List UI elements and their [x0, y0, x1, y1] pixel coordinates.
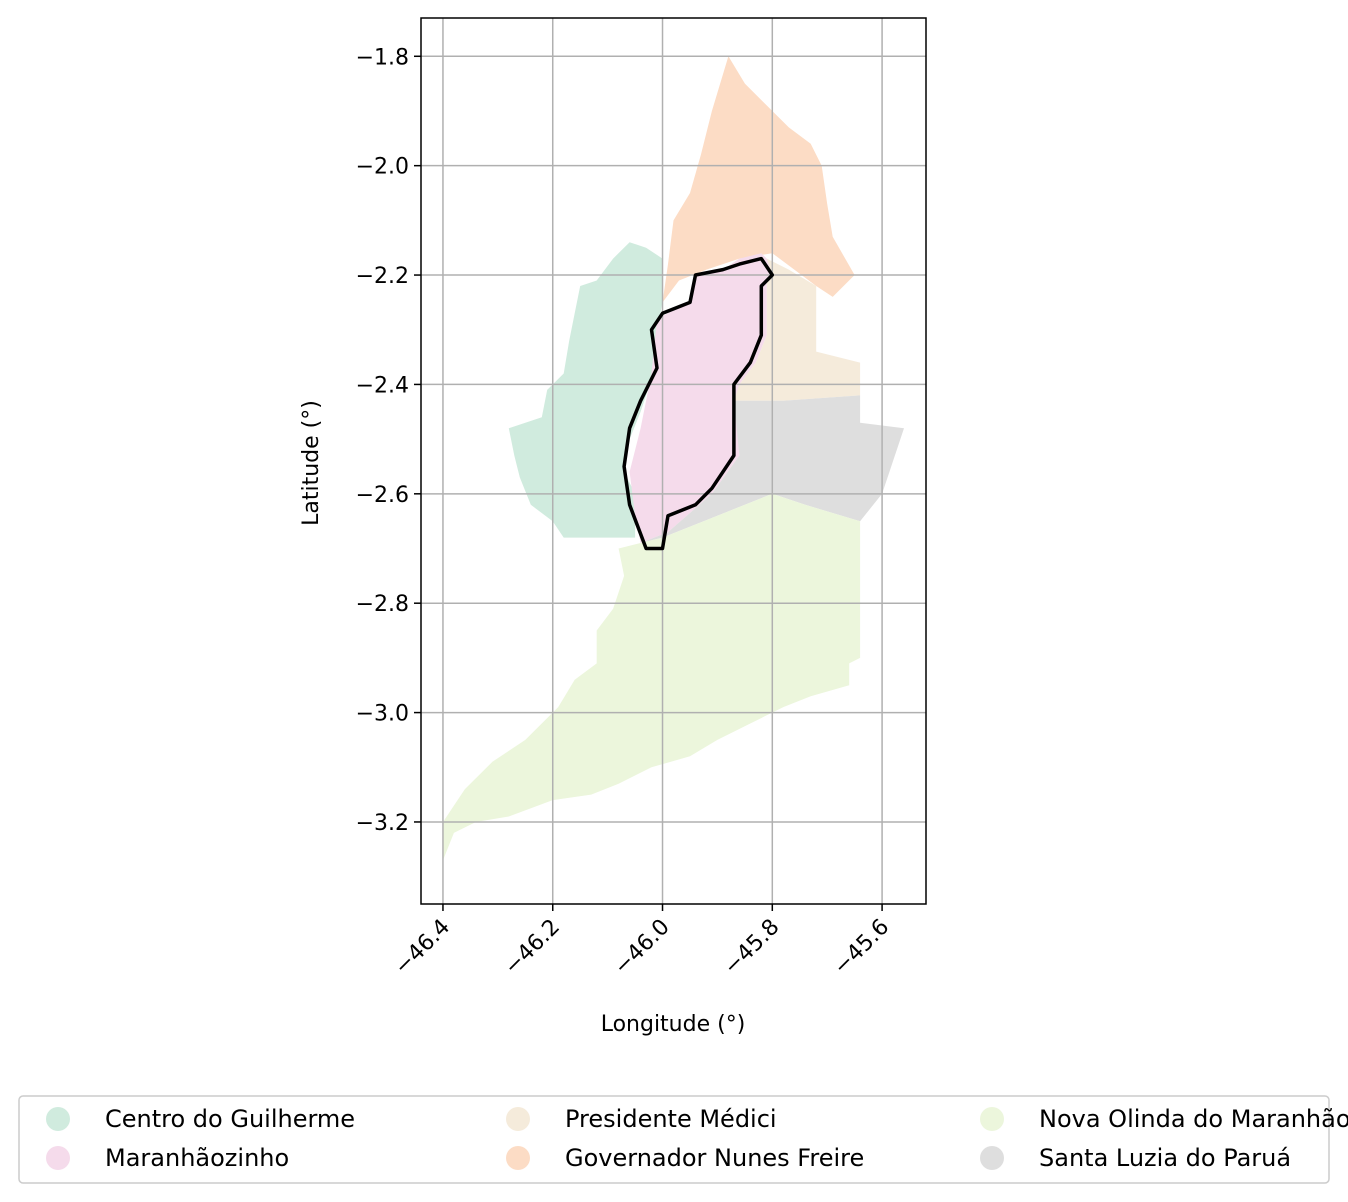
axes-frame	[420, 17, 927, 905]
y-tick-label: −2.4	[356, 373, 409, 398]
x-tick-label: −45.8	[719, 915, 784, 980]
y-tick-label: −2.2	[356, 264, 409, 289]
legend-label: Presidente Médici	[565, 1105, 777, 1133]
legend-item-santa-luzia-do-parua: Santa Luzia do Paruá	[980, 1144, 1291, 1172]
legend-marker	[46, 1146, 70, 1170]
legend-item-centro-do-guilherme: Centro do Guilherme	[46, 1105, 355, 1133]
legend-marker	[506, 1107, 530, 1131]
legend-item-nova-olinda-do-maranhao: Nova Olinda do Maranhão	[980, 1105, 1348, 1133]
legend-item-maranhaozinho: Maranhãozinho	[46, 1144, 289, 1172]
x-axis-title: Longitude (°)	[601, 1012, 746, 1037]
x-axis-ticks: −46.4 −46.2 −46.0 −45.8 −45.6	[390, 904, 894, 980]
y-tick-label: −3.0	[356, 702, 409, 727]
legend-marker	[506, 1146, 530, 1170]
y-tick-label: −3.2	[356, 811, 409, 836]
x-tick-label: −46.2	[500, 915, 565, 980]
highlight-outline	[622, 256, 775, 551]
region-maranhaozinho	[629, 253, 778, 543]
regions-layer	[443, 56, 904, 861]
legend-label: Santa Luzia do Paruá	[1039, 1144, 1291, 1172]
legend-label: Nova Olinda do Maranhão	[1039, 1105, 1348, 1133]
legend: Centro do Guilherme Maranhãozinho Presiden…	[18, 1095, 1348, 1184]
x-tick-label: −46.0	[609, 915, 674, 980]
legend-marker	[980, 1146, 1004, 1170]
legend-label: Centro do Guilherme	[105, 1105, 355, 1133]
grid-lines	[421, 18, 926, 904]
y-axis-ticks: −1.8 −2.0 −2.2 −2.4 −2.6 −2.8 −3.0 −3.2	[356, 45, 421, 836]
region-governador-nunes-freire	[662, 56, 855, 303]
legend-item-presidente-medici: Presidente Médici	[506, 1105, 777, 1133]
legend-items: Centro do Guilherme Maranhãozinho Presiden…	[46, 1105, 1348, 1172]
y-tick-label: −1.8	[356, 45, 409, 70]
x-tick-label: −45.6	[829, 915, 894, 980]
y-tick-label: −2.0	[356, 155, 409, 180]
region-presidente-medici	[733, 258, 861, 401]
legend-marker	[980, 1107, 1004, 1131]
y-tick-label: −2.8	[356, 592, 409, 617]
legend-item-governador-nunes-freire: Governador Nunes Freire	[506, 1144, 864, 1172]
region-nova-olinda-do-maranhao	[443, 493, 861, 861]
y-tick-label: −2.6	[356, 483, 409, 508]
legend-marker	[46, 1107, 70, 1131]
y-axis-title: Latitude (°)	[299, 400, 324, 526]
x-tick-label: −46.4	[390, 915, 455, 980]
highlight-outline-layer	[622, 256, 775, 551]
legend-label: Maranhãozinho	[105, 1144, 289, 1172]
legend-label: Governador Nunes Freire	[565, 1144, 864, 1172]
